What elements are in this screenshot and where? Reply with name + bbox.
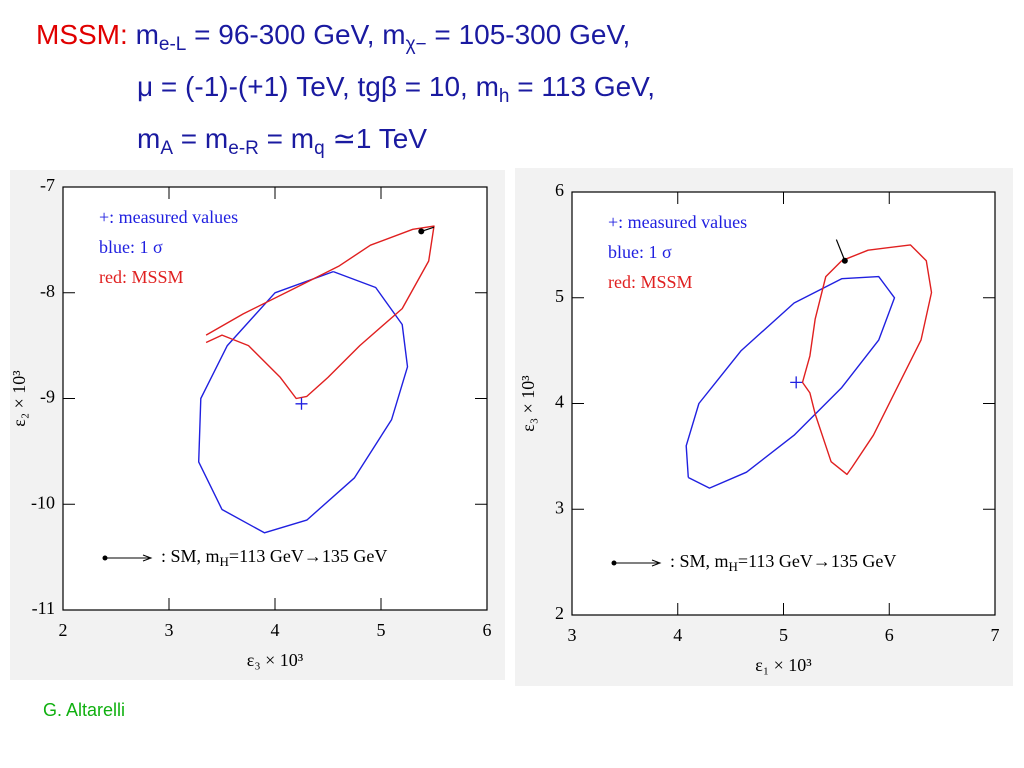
subscript: e-L [158,34,187,55]
sm-dot [841,257,848,264]
chart: 2 3 4 5 6 -11 -10 -9 -8 -7 ε₃ × 10³ ε₂ × 10³ +: meas… [9,170,505,680]
measured-point [790,376,803,389]
y-tick-label: -11 [32,598,55,618]
header-text: m [137,123,161,154]
x-tick-label: 3 [165,620,174,640]
contour [198,270,409,534]
contour [685,275,896,489]
x-tick-label: 5 [779,625,788,645]
sm-note-text: =113 GeV→135 GeV [738,551,896,571]
header-text: = 96-300 GeV, m [186,19,406,50]
annotation: blue: 1 σ [608,242,672,262]
header-text: = 105-300 GeV, [426,19,631,50]
footer: G. Altarelli [43,700,126,720]
sm-note-text: : SM, m [161,546,220,566]
y-tick-label: 6 [555,180,564,200]
x-tick-label: 3 [568,625,577,645]
subscript: e-R [228,138,259,159]
sm-dot [418,228,425,235]
y-tick-label: 5 [555,286,564,306]
subscript: H [220,554,229,569]
legend-arrowhead [651,559,662,567]
x-tick-label: 6 [483,620,492,640]
header-line: μ = (-1)-(+1) TeV, tgβ = 10, mh = 113 Ge… [36,66,655,118]
plot-area [571,191,996,616]
y-axis-label: ε₂ × 10³ [9,370,29,427]
x-tick-label: 5 [377,620,386,640]
y-tick-label: -10 [31,492,55,512]
x-axis-label: ε₃ × 10³ [247,650,304,670]
annotation: red: MSSM [99,267,184,287]
annotation: +: measured values [99,207,238,227]
subscript: h [498,86,510,107]
sm-arrow [835,239,846,261]
header: MSSM: me-L = 96-300 GeV, mχ− = 105-300 G… [36,14,655,170]
sm-note: : SM, mH=113 GeV→135 GeV [670,551,896,574]
x-tick-label: 4 [271,620,280,640]
header-text: = m [258,123,315,154]
y-tick-label: -8 [40,281,55,301]
header-text: = 113 GeV, [509,71,656,102]
x-axis-label: ε₁ × 10³ [755,655,812,675]
sm-note-text: : SM, m [670,551,729,571]
annotation: +: measured values [608,212,747,232]
y-tick-label: -7 [40,175,55,195]
x-tick-label: 4 [673,625,682,645]
contour [205,225,435,400]
header-line: mA = me-R = mq ≃1 TeV [36,118,655,170]
header-text: ≃1 TeV [324,123,428,154]
subscript: χ− [405,34,427,55]
measured-point [295,397,308,410]
y-tick-label: 4 [555,392,564,412]
y-axis-label: ε₃ × 10³ [518,375,538,432]
legend-arrowhead [142,554,153,562]
annotation: blue: 1 σ [99,237,163,257]
plot-area [62,186,488,611]
sm-note-text: =113 GeV→135 GeV [229,546,387,566]
x-tick-label: 2 [59,620,68,640]
header-label: MSSM: [36,19,128,50]
header-text: = m [173,123,229,154]
subscript: q [314,138,325,159]
y-tick-label: -9 [40,387,55,407]
header-line: MSSM: me-L = 96-300 GeV, mχ− = 105-300 G… [36,14,655,66]
y-tick-label: 3 [555,497,564,517]
subscript: H [729,559,738,574]
contour [801,244,933,476]
annotation: red: MSSM [608,272,693,292]
header-text: μ = (-1)-(+1) TeV, tgβ = 10, m [137,71,499,102]
x-tick-label: 7 [991,625,1000,645]
subscript: A [160,138,174,159]
sm-note: : SM, mH=113 GeV→135 GeV [161,546,387,569]
y-tick-label: 2 [555,603,564,623]
x-tick-label: 6 [885,625,894,645]
header-text: m [135,19,159,50]
